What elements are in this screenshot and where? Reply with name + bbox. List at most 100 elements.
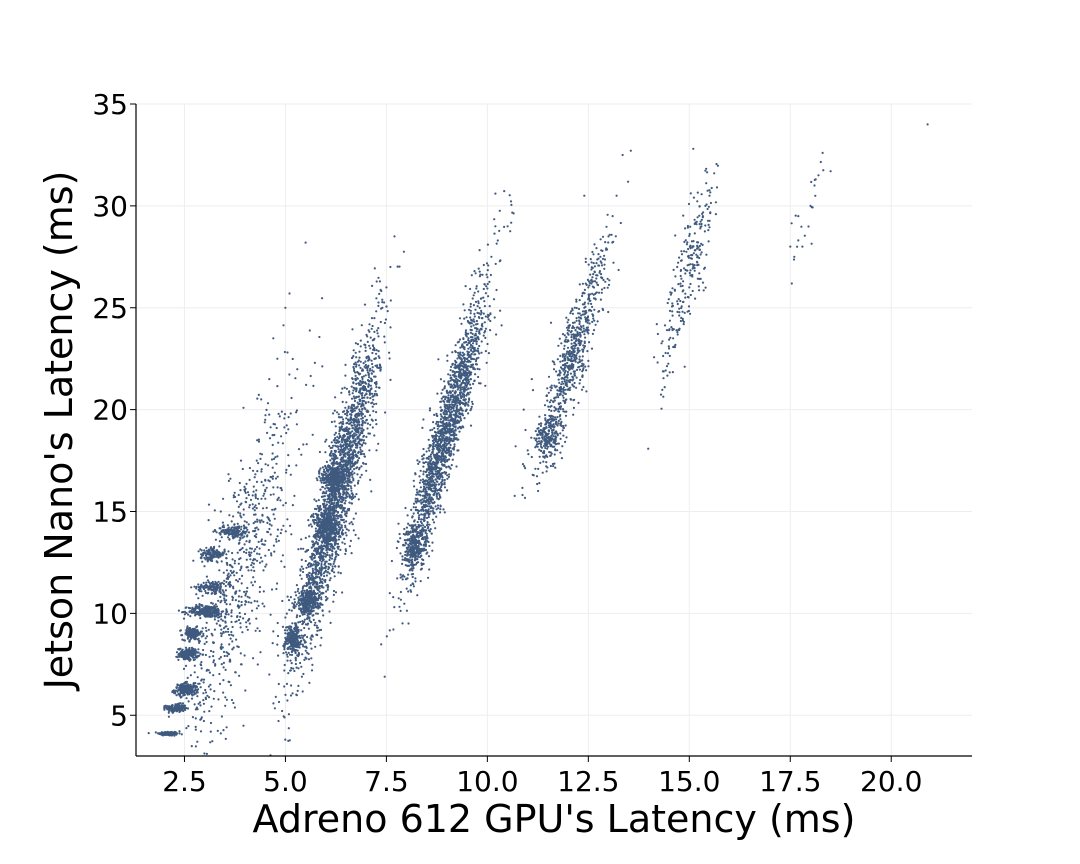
- data-point: [344, 455, 347, 458]
- data-point: [290, 631, 293, 634]
- data-point: [342, 506, 345, 509]
- data-point: [374, 364, 377, 367]
- data-point: [240, 566, 243, 570]
- data-point: [186, 676, 189, 680]
- data-point: [219, 601, 222, 604]
- data-point: [211, 607, 214, 610]
- data-point: [212, 546, 216, 550]
- data-point: [245, 521, 248, 524]
- data-point: [251, 584, 254, 587]
- data-point: [352, 517, 355, 520]
- data-point: [326, 588, 329, 591]
- data-point: [287, 713, 290, 716]
- data-point: [218, 569, 221, 572]
- data-point: [354, 342, 357, 345]
- data-point: [402, 250, 405, 253]
- data-point: [338, 488, 341, 491]
- data-point: [334, 436, 337, 440]
- data-point: [237, 645, 240, 649]
- data-point: [257, 462, 260, 465]
- data-point: [254, 494, 257, 497]
- data-point: [372, 403, 376, 406]
- data-point: [329, 545, 332, 548]
- data-point: [351, 435, 354, 438]
- data-point: [205, 629, 208, 633]
- data-point: [345, 401, 348, 404]
- data-point: [367, 356, 371, 359]
- data-point: [269, 475, 272, 479]
- data-point: [367, 384, 371, 387]
- data-point: [297, 601, 300, 604]
- data-point: [356, 473, 359, 476]
- data-point: [295, 603, 298, 606]
- data-point: [175, 694, 178, 697]
- data-point: [217, 698, 220, 701]
- data-point: [230, 611, 233, 614]
- data-point: [254, 527, 257, 530]
- data-point: [277, 682, 280, 686]
- data-point: [207, 503, 211, 506]
- data-point: [280, 489, 283, 492]
- data-point: [345, 429, 348, 433]
- data-point: [361, 377, 364, 381]
- data-point: [371, 284, 374, 287]
- data-point: [315, 633, 318, 636]
- data-point: [359, 476, 362, 479]
- data-point: [237, 604, 240, 607]
- data-point: [227, 526, 230, 529]
- data-point: [235, 579, 238, 582]
- data-point: [181, 702, 185, 705]
- data-point: [273, 471, 276, 474]
- data-point: [370, 317, 374, 320]
- data-point: [204, 611, 207, 614]
- data-point: [178, 686, 182, 689]
- data-point: [230, 698, 234, 702]
- data-point: [373, 267, 376, 270]
- data-point: [209, 585, 212, 588]
- data-point: [363, 303, 367, 306]
- data-point: [332, 453, 335, 456]
- data-point: [357, 403, 360, 406]
- data-point: [356, 360, 359, 363]
- data-point: [364, 385, 367, 389]
- data-point: [322, 547, 325, 550]
- data-point: [174, 689, 178, 692]
- data-point: [182, 657, 185, 661]
- data-point: [359, 446, 362, 449]
- data-point: [226, 530, 229, 533]
- data-point: [305, 573, 308, 577]
- data-point: [181, 638, 184, 641]
- data-point: [304, 649, 307, 652]
- data-point: [238, 674, 241, 677]
- data-point: [256, 497, 259, 500]
- data-point: [371, 344, 375, 347]
- data-point: [329, 503, 332, 506]
- data-point: [265, 506, 268, 509]
- data-point: [260, 480, 263, 484]
- data-point: [377, 355, 380, 358]
- data-point: [350, 521, 353, 524]
- data-point: [367, 401, 370, 404]
- data-point: [307, 565, 310, 569]
- data-point: [348, 522, 351, 525]
- data-point: [365, 435, 368, 438]
- data-point: [357, 420, 360, 423]
- data-point: [197, 550, 200, 553]
- data-point: [290, 666, 293, 670]
- data-point: [204, 591, 207, 595]
- data-point: [307, 613, 311, 616]
- data-point: [288, 373, 291, 376]
- data-point: [274, 456, 277, 459]
- data-point: [168, 706, 171, 709]
- data-point: [230, 615, 233, 618]
- data-point: [334, 556, 337, 559]
- data-point: [342, 438, 345, 441]
- data-point: [191, 716, 194, 719]
- data-point: [334, 451, 337, 454]
- data-point: [322, 481, 325, 484]
- data-point: [214, 583, 217, 586]
- data-point: [290, 684, 293, 687]
- data-point: [341, 387, 344, 390]
- data-point: [323, 575, 326, 578]
- data-point: [197, 654, 200, 658]
